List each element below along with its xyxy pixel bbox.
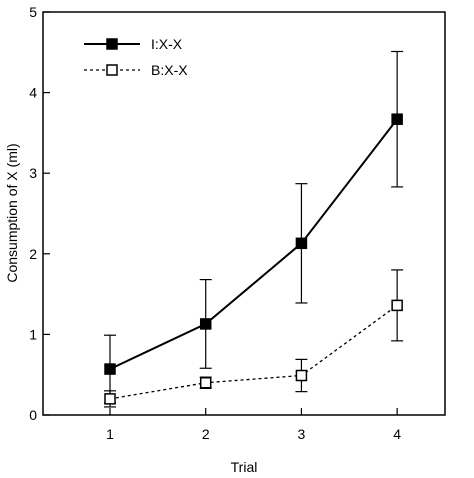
- legend: I:X-X B:X-X: [84, 36, 188, 78]
- data-point: [295, 369, 308, 382]
- x-tick-label: 1: [106, 426, 114, 442]
- y-tick-label: 3: [29, 165, 37, 181]
- plot-frame: [42, 11, 446, 416]
- series-line: [109, 118, 398, 370]
- x-tick-label: 4: [393, 426, 401, 442]
- legend-label: B:X-X: [151, 62, 188, 78]
- series-line: [109, 304, 398, 400]
- legend-marker: [106, 38, 118, 50]
- legend-marker: [106, 64, 118, 76]
- y-tick-label: 0: [29, 407, 37, 423]
- data-point: [104, 363, 116, 375]
- y-tick-label: 5: [29, 4, 37, 20]
- x-axis-label: Trial: [231, 459, 258, 475]
- x-axis-ticks: 1 2 3 4: [106, 408, 401, 442]
- data-point: [391, 299, 403, 312]
- data-point: [104, 393, 116, 405]
- legend-label: I:X-X: [151, 36, 183, 52]
- series-1: [104, 50, 404, 404]
- y-axis-label: Consumption of X (ml): [4, 143, 20, 282]
- y-tick-label: 2: [29, 246, 37, 262]
- y-tick-label: 4: [29, 85, 37, 101]
- data-point: [199, 377, 212, 389]
- plot-area: [42, 11, 446, 416]
- y-tick-label: 1: [29, 326, 37, 342]
- series-2: [104, 269, 404, 408]
- x-tick-label: 2: [202, 426, 210, 442]
- data-point: [391, 113, 403, 125]
- x-tick-label: 3: [298, 426, 306, 442]
- data-point: [199, 318, 212, 330]
- data-point: [295, 237, 308, 250]
- y-axis-ticks: 0 1 2 3 4 5: [29, 4, 50, 423]
- series-layer: [104, 50, 404, 408]
